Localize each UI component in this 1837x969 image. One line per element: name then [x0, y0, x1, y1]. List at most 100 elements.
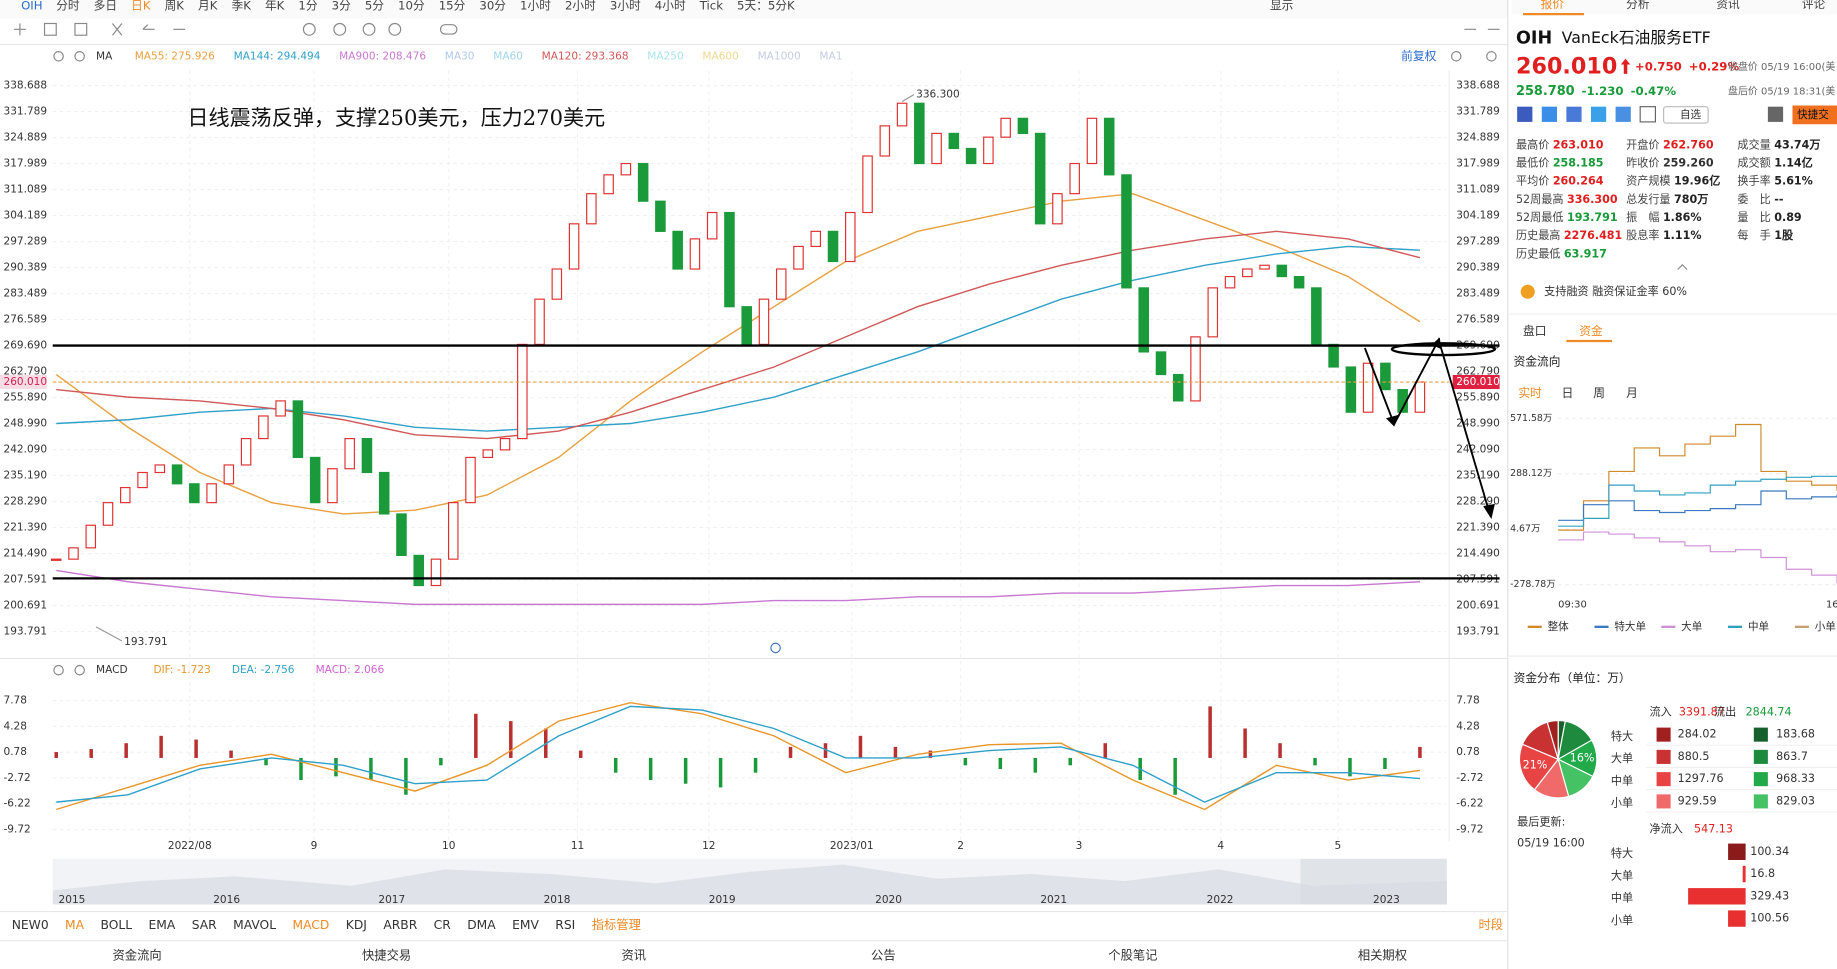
trade-button[interactable]: [1792, 105, 1837, 125]
period-tab[interactable]: 3小时: [610, 0, 641, 12]
watch-button[interactable]: [1663, 106, 1709, 124]
quote-icons[interactable]: [1517, 105, 1837, 299]
indicator-tab[interactable]: DMA: [467, 918, 496, 932]
period-tab[interactable]: 多日: [94, 0, 117, 12]
icon[interactable]: [1639, 106, 1656, 123]
icon[interactable]: [74, 664, 85, 676]
period-tab[interactable]: 分时: [56, 0, 80, 12]
low-label: 193.791: [124, 636, 168, 648]
pie-label: 16%: [1570, 752, 1595, 765]
indicator-tab[interactable]: NEW0: [12, 918, 49, 932]
panel-tab[interactable]: 报价: [1541, 0, 1565, 11]
period-tab[interactable]: 月K: [198, 0, 218, 12]
adjust-button[interactable]: 前复权: [1401, 49, 1436, 63]
indicator-tab[interactable]: MA: [65, 918, 85, 932]
period-tab[interactable]: 5天：5分K: [737, 0, 795, 12]
period-tab[interactable]: 2小时: [565, 0, 596, 12]
indicator-tab[interactable]: KDJ: [346, 918, 367, 932]
navigator-window[interactable]: [1300, 858, 1447, 905]
indicator-tab[interactable]: EMA: [149, 918, 176, 932]
panel-tab[interactable]: 分析: [1626, 0, 1650, 11]
period-tab[interactable]: 周K: [165, 0, 185, 12]
candle: [1190, 336, 1201, 402]
display-menu[interactable]: 显示: [1270, 0, 1293, 12]
period-tab[interactable]: 5分: [365, 0, 384, 12]
macd-bar: [858, 735, 863, 758]
y-tick-label: 311.089: [1456, 184, 1500, 196]
icon[interactable]: [1767, 106, 1784, 122]
y-tick-label: 255.890: [4, 392, 48, 404]
icon[interactable]: [1450, 51, 1462, 62]
icon[interactable]: [53, 51, 64, 62]
last-price-label: 260.010: [4, 376, 48, 388]
icon[interactable]: [74, 22, 88, 36]
indicator-tab[interactable]: BOLL: [101, 918, 133, 932]
y-tick-label: -9.72: [1456, 824, 1483, 836]
indicator-tab[interactable]: ARBR: [383, 918, 417, 932]
flow-tab[interactable]: 周: [1593, 386, 1605, 400]
period-tab[interactable]: 4小时: [655, 0, 686, 12]
candle: [137, 471, 148, 489]
period-tab[interactable]: 15分: [439, 0, 466, 12]
period-tab[interactable]: 季K: [232, 0, 252, 12]
icon[interactable]: [302, 22, 316, 36]
icon[interactable]: [74, 51, 85, 62]
flow-tab[interactable]: 实时: [1518, 386, 1542, 400]
period-tab[interactable]: 1分: [298, 0, 317, 12]
period-button[interactable]: 时段: [1479, 917, 1504, 932]
bottom-tab[interactable]: 相关期权: [1358, 949, 1407, 963]
dist-row-label: 特大: [1611, 729, 1633, 743]
period-tab[interactable]: 3分: [332, 0, 351, 12]
bottom-tab[interactable]: 个股笔记: [1108, 948, 1157, 963]
tool-icons[interactable]: [14, 22, 1500, 676]
flow-line: [1558, 423, 1837, 531]
stat-value: 193.791: [1567, 211, 1618, 224]
icon[interactable]: [1517, 106, 1533, 122]
sub-tab[interactable]: 盘口: [1523, 324, 1546, 338]
watch-label[interactable]: 自选: [1680, 108, 1702, 121]
bottom-tab[interactable]: 公告: [871, 949, 896, 963]
icon[interactable]: [43, 22, 57, 36]
macd-bar: [1243, 728, 1247, 758]
indicator-tab[interactable]: MAVOL: [233, 918, 276, 932]
flow-tab[interactable]: 月: [1626, 386, 1638, 400]
indicator-tab[interactable]: SAR: [192, 918, 217, 932]
period-tab[interactable]: Tick: [699, 0, 723, 12]
flow-tab[interactable]: 日: [1562, 386, 1574, 400]
panel-tab[interactable]: 评论: [1802, 0, 1826, 11]
panel-tab[interactable]: 资讯: [1716, 0, 1740, 11]
period-tab[interactable]: 1小时: [520, 0, 551, 12]
indicator-tab[interactable]: MACD: [292, 918, 329, 932]
icon[interactable]: [1615, 106, 1631, 122]
icon[interactable]: [333, 22, 347, 36]
icon[interactable]: [770, 642, 781, 654]
icon[interactable]: [388, 22, 402, 36]
icon[interactable]: [1590, 106, 1607, 122]
y-tick-label: 221.390: [1456, 522, 1500, 534]
period-tab[interactable]: 30分: [479, 0, 506, 12]
macd-bar: [1208, 706, 1212, 758]
icon[interactable]: [1486, 51, 1497, 62]
candle: [1259, 264, 1270, 270]
trade-label[interactable]: 快捷交: [1797, 108, 1829, 121]
period-tab[interactable]: 日K: [131, 0, 151, 12]
indicator-tab[interactable]: EMV: [512, 918, 539, 932]
icon[interactable]: [439, 24, 458, 35]
indicator-tab[interactable]: CR: [434, 918, 452, 932]
icon[interactable]: [1541, 106, 1557, 122]
period-tab[interactable]: 10分: [398, 0, 425, 12]
bottom-tab[interactable]: 资讯: [622, 949, 647, 963]
indicator-tab[interactable]: RSI: [555, 918, 575, 932]
symbol-tab[interactable]: OIH: [21, 0, 42, 12]
bottom-tab[interactable]: 资金流向: [112, 948, 161, 963]
icon[interactable]: [112, 23, 123, 36]
icon[interactable]: [53, 664, 64, 676]
icon[interactable]: [14, 23, 26, 36]
bottom-tab[interactable]: 快捷交易: [362, 948, 411, 963]
icon[interactable]: [1566, 106, 1582, 122]
icon[interactable]: [362, 22, 376, 36]
sub-tab[interactable]: 资金: [1579, 324, 1603, 338]
indicator-tab[interactable]: 指标管理: [592, 917, 641, 932]
period-tab[interactable]: 年K: [265, 0, 285, 12]
icon[interactable]: [142, 24, 155, 30]
